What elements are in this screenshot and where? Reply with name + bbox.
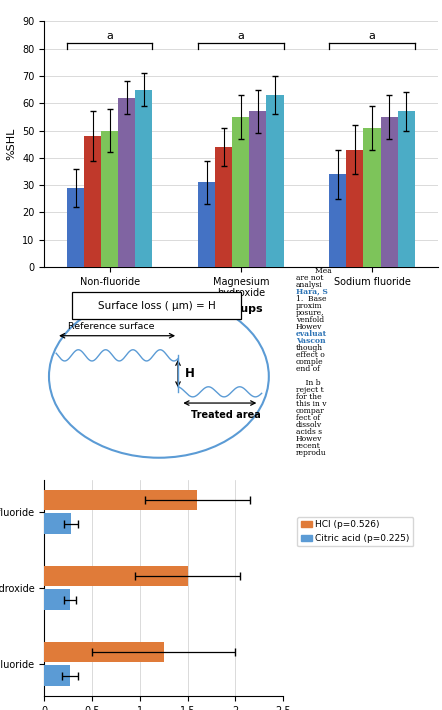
Bar xyxy=(215,147,232,267)
Text: Vascon: Vascon xyxy=(296,337,325,344)
Text: Howev: Howev xyxy=(296,322,322,331)
Text: proxim: proxim xyxy=(296,302,322,310)
Text: Hara, S: Hara, S xyxy=(296,288,328,295)
Text: reject t: reject t xyxy=(296,386,323,394)
Text: a: a xyxy=(107,31,113,41)
Text: fect of: fect of xyxy=(296,414,320,422)
Text: posure,: posure, xyxy=(296,309,324,317)
Text: for the: for the xyxy=(296,393,321,400)
X-axis label: Groups: Groups xyxy=(219,304,263,314)
FancyBboxPatch shape xyxy=(72,293,241,319)
Text: Treated area: Treated area xyxy=(191,410,261,420)
Text: Reference surface: Reference surface xyxy=(68,322,154,331)
Bar xyxy=(381,117,398,267)
Legend: HCl (p=0.526), Citric acid (p=0.225): HCl (p=0.526), Citric acid (p=0.225) xyxy=(297,517,413,547)
Bar xyxy=(67,188,84,267)
Bar xyxy=(101,131,118,267)
Text: 1.  Base: 1. Base xyxy=(296,295,326,302)
Text: are not: are not xyxy=(296,273,323,282)
Bar xyxy=(44,589,70,610)
Text: effect o: effect o xyxy=(296,351,324,359)
Bar xyxy=(44,642,164,662)
Bar xyxy=(329,174,347,267)
Text: venfold: venfold xyxy=(296,316,324,324)
Bar xyxy=(84,136,101,267)
Bar xyxy=(118,98,135,267)
Text: In b: In b xyxy=(296,378,320,387)
Text: Howev: Howev xyxy=(296,435,322,443)
Text: analysi: analysi xyxy=(296,280,322,288)
Text: compar: compar xyxy=(296,407,324,415)
Text: Surface loss ( μm) = H: Surface loss ( μm) = H xyxy=(98,301,215,311)
Bar xyxy=(44,566,187,586)
Text: acids s: acids s xyxy=(296,428,322,436)
Text: reprodu: reprodu xyxy=(296,449,326,457)
Bar xyxy=(198,182,215,267)
Text: a: a xyxy=(237,31,244,41)
Text: dissolv: dissolv xyxy=(296,421,322,429)
Text: recent: recent xyxy=(296,442,320,450)
Text: end of: end of xyxy=(296,365,320,373)
Y-axis label: %SHL: %SHL xyxy=(7,128,16,160)
Text: comple: comple xyxy=(296,358,323,366)
Bar xyxy=(267,95,283,267)
Text: evaluat: evaluat xyxy=(296,329,327,338)
Text: this in v: this in v xyxy=(296,400,326,408)
Text: a: a xyxy=(369,31,375,41)
Bar xyxy=(232,117,249,267)
Text: H: H xyxy=(185,367,195,380)
Text: though: though xyxy=(296,344,323,351)
Bar xyxy=(363,128,381,267)
Bar xyxy=(398,111,415,267)
Text: Mea: Mea xyxy=(296,266,332,275)
Bar xyxy=(44,490,197,510)
Bar xyxy=(44,513,71,534)
Bar xyxy=(249,111,267,267)
Bar xyxy=(135,89,152,267)
Bar xyxy=(347,150,363,267)
Bar xyxy=(44,665,70,686)
